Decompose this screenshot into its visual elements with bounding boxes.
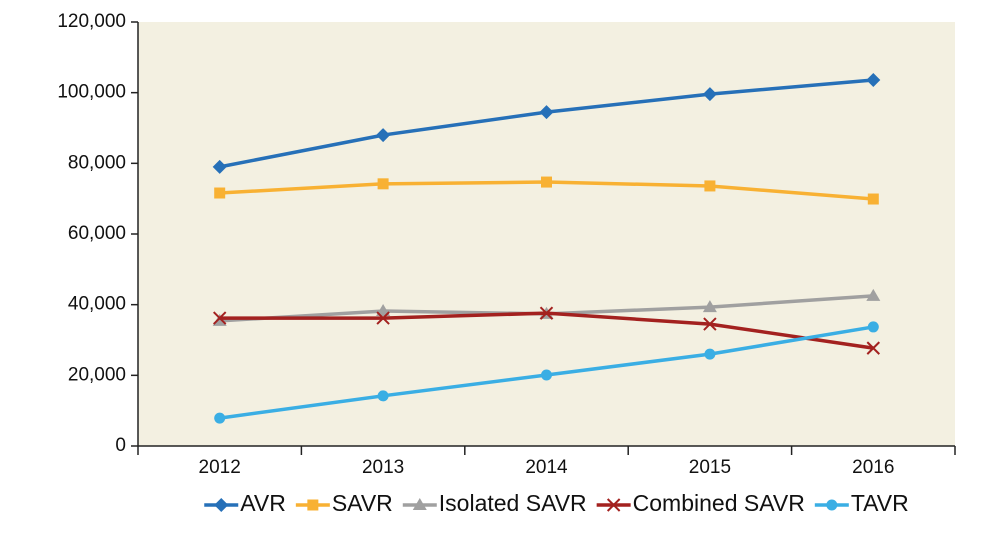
- legend: AVR SAVR Isolated SAVR Combined SAVR TAVR: [204, 490, 909, 516]
- data-point: [704, 348, 716, 360]
- data-point: [539, 105, 554, 120]
- legend-marker: [214, 498, 229, 512]
- legend-marker: [412, 498, 427, 510]
- y-tick-label: 80,000: [68, 152, 126, 173]
- data-point: [867, 321, 879, 333]
- legend-marker: [826, 499, 838, 511]
- data-point: [867, 193, 879, 205]
- y-tick-label: 60,000: [68, 223, 126, 244]
- y-tick-label: 100,000: [57, 82, 126, 103]
- y-tick-label: 20,000: [68, 364, 126, 385]
- data-point: [376, 128, 391, 143]
- data-point: [866, 72, 881, 87]
- legend-marker: [307, 499, 319, 511]
- plot-area: [138, 22, 955, 446]
- data-point: [376, 304, 391, 317]
- x-tick-label: 2014: [525, 457, 568, 478]
- data-point: [377, 390, 389, 402]
- x-tick-label: 2013: [362, 457, 404, 478]
- data-point: [539, 306, 554, 320]
- legend-marker: [606, 498, 621, 512]
- data-point: [866, 341, 881, 355]
- data-point: [376, 311, 390, 325]
- data-point: [703, 317, 717, 331]
- y-tick-label: 120,000: [57, 11, 126, 32]
- legend-label: Combined SAVR: [633, 490, 805, 516]
- y-tick-label: 0: [115, 435, 126, 456]
- data-point: [866, 288, 881, 301]
- y-tick-label: 40,000: [68, 294, 126, 315]
- legend-label: Isolated SAVR: [439, 490, 587, 516]
- legend-label: AVR: [240, 490, 286, 516]
- legend-label: SAVR: [332, 490, 393, 516]
- data-point: [377, 178, 389, 190]
- data-point: [212, 159, 227, 174]
- x-tick-label: 2016: [852, 457, 894, 478]
- data-point: [214, 187, 226, 199]
- legend-label: TAVR: [851, 490, 909, 516]
- data-point: [541, 176, 552, 188]
- x-tick-label: 2015: [689, 457, 731, 478]
- data-point: [704, 180, 716, 192]
- x-tick-label: 2012: [199, 457, 241, 478]
- data-point: [541, 369, 552, 381]
- data-point: [214, 412, 226, 424]
- data-point: [702, 87, 717, 102]
- data-point: [702, 300, 717, 313]
- data-point: [212, 311, 227, 325]
